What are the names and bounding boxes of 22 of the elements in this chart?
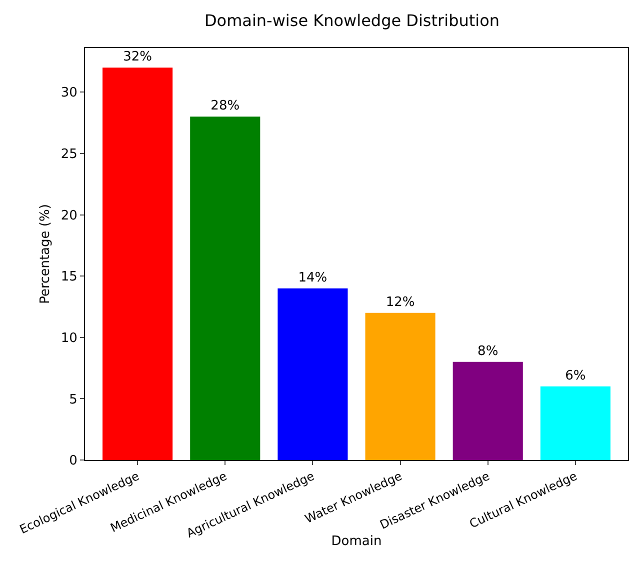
data-label: 14% xyxy=(298,270,328,286)
x-axis-title: Domain xyxy=(331,534,382,549)
data-label: 8% xyxy=(478,344,498,359)
chart-title: Domain-wise Knowledge Distribution xyxy=(204,10,500,30)
data-label: 28% xyxy=(210,98,240,114)
data-label: 12% xyxy=(386,294,415,310)
bar xyxy=(190,116,260,460)
y-axis-title: Percentage (%) xyxy=(38,204,53,304)
bar xyxy=(540,386,610,460)
y-tick-label: 15 xyxy=(60,270,78,285)
bar xyxy=(365,312,436,460)
y-tick-label: 5 xyxy=(69,392,78,408)
y-tick-label: 25 xyxy=(60,147,78,162)
bar xyxy=(452,362,523,460)
data-label: 6% xyxy=(565,368,586,384)
y-tick-label: 0 xyxy=(69,454,78,469)
data-label: 32% xyxy=(123,50,152,65)
y-tick-label: 30 xyxy=(60,86,78,101)
y-tick-label: 10 xyxy=(60,330,78,346)
bar xyxy=(102,68,173,460)
y-tick-label: 20 xyxy=(60,208,78,224)
bar xyxy=(278,288,348,460)
